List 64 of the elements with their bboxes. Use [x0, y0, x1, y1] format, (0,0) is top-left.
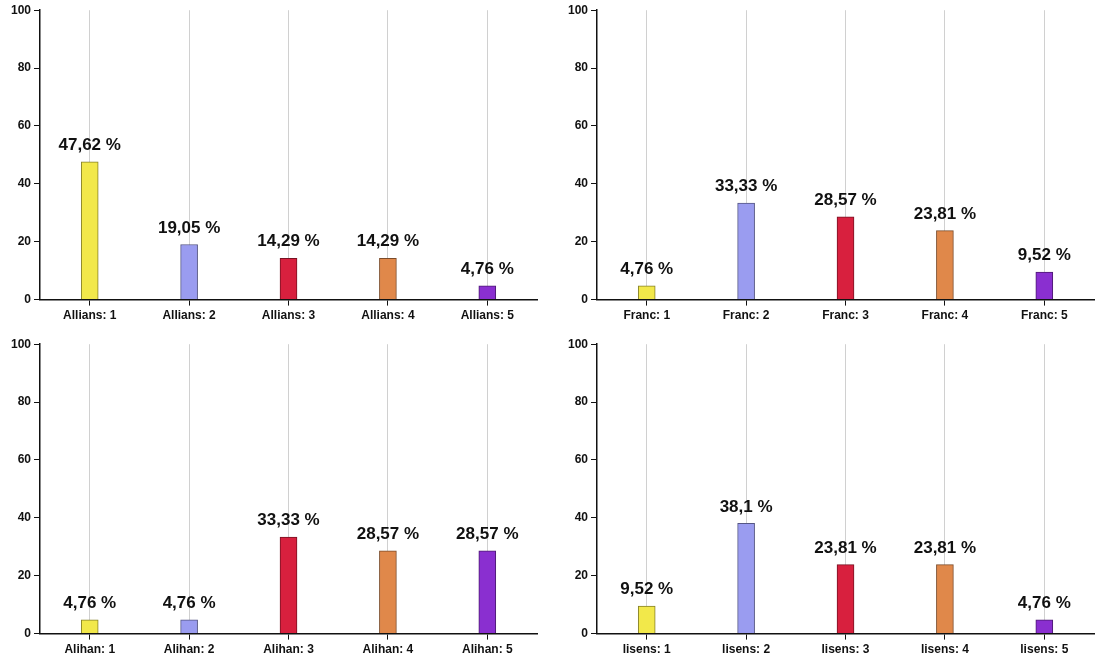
y-tick-label: 80	[574, 60, 589, 75]
y-tick-label: 20	[17, 234, 32, 249]
y-tick-label: 0	[581, 291, 589, 306]
data-label: 14,29 %	[356, 231, 420, 251]
y-tick-label: 0	[581, 625, 589, 640]
x-tick-label: Alihan: 1	[64, 642, 116, 657]
data-label: 4,76 %	[162, 593, 216, 613]
data-label: 28,57 %	[356, 524, 420, 544]
data-label: 33,33 %	[257, 510, 320, 530]
data-label: 4,76 %	[460, 259, 514, 279]
y-tick-label: 0	[24, 291, 32, 306]
y-tick-label: 100	[10, 336, 32, 351]
x-tick-label: Alihan: 5	[461, 642, 513, 657]
y-tick-label: 100	[10, 2, 32, 17]
y-tick-label: 20	[17, 568, 32, 583]
y-tick-label: 0	[24, 625, 32, 640]
x-tick-label: lisens: 4	[920, 642, 970, 657]
x-tick-label: Franc: 2	[722, 308, 770, 323]
data-label: 4,76 %	[63, 593, 117, 613]
data-label: 4,76 %	[620, 259, 674, 279]
x-tick-label: Franc: 3	[822, 308, 870, 323]
y-tick-label: 60	[17, 118, 32, 133]
x-tick-label: Alihan: 4	[362, 642, 414, 657]
data-label: 9,52 %	[620, 579, 674, 599]
data-label: 9,52 %	[1017, 245, 1071, 265]
data-label: 23,81 %	[913, 537, 977, 557]
x-tick-label: Allians: 5	[460, 308, 515, 323]
x-tick-label: lisens: 2	[722, 642, 771, 657]
x-tick-label: Alihan: 3	[263, 642, 315, 657]
x-tick-label: lisens: 1	[622, 642, 672, 657]
x-tick-label: Franc: 1	[623, 308, 671, 323]
x-tick-label: Allians: 1	[63, 308, 117, 323]
data-label: 4,76 %	[1017, 593, 1071, 613]
y-tick-label: 100	[567, 336, 589, 351]
y-tick-label: 20	[574, 568, 589, 583]
x-tick-label: Franc: 4	[921, 308, 969, 323]
y-tick-label: 40	[17, 176, 32, 191]
y-tick-label: 100	[567, 2, 589, 17]
data-label: 47,62 %	[58, 134, 121, 154]
y-tick-label: 40	[574, 510, 589, 525]
y-tick-label: 40	[17, 510, 32, 525]
data-label: 33,33 %	[714, 176, 778, 196]
data-label: 14,29 %	[257, 231, 320, 251]
data-label: 23,81 %	[913, 203, 977, 223]
y-tick-label: 60	[574, 118, 589, 133]
x-tick-label: Alihan: 2	[163, 642, 215, 657]
y-tick-label: 80	[574, 394, 589, 409]
data-label: 28,57 %	[456, 524, 519, 544]
y-tick-label: 60	[574, 452, 589, 467]
y-tick-label: 20	[574, 234, 589, 249]
data-label: 19,05 %	[157, 217, 221, 237]
y-tick-label: 80	[17, 60, 32, 75]
x-tick-label: lisens: 5	[1020, 642, 1069, 657]
x-tick-label: Allians: 4	[361, 308, 415, 323]
x-tick-label: Franc: 5	[1020, 308, 1068, 323]
y-tick-label: 60	[17, 452, 32, 467]
data-label: 23,81 %	[814, 537, 877, 557]
x-tick-label: Allians: 2	[162, 308, 217, 323]
x-tick-label: Allians: 3	[261, 308, 316, 323]
data-label: 38,1 %	[719, 496, 773, 516]
y-tick-label: 80	[17, 394, 32, 409]
y-tick-label: 40	[574, 176, 589, 191]
x-tick-label: lisens: 3	[821, 642, 870, 657]
data-label: 28,57 %	[814, 190, 877, 210]
